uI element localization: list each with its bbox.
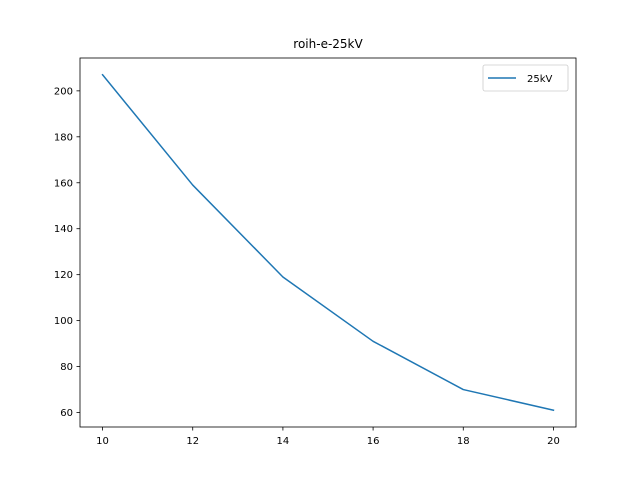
x-tick-label: 14 xyxy=(277,436,290,447)
x-tick-label: 16 xyxy=(367,436,380,447)
x-tick-label: 10 xyxy=(96,436,109,447)
y-tick-label: 120 xyxy=(54,270,73,281)
series-line-25kV xyxy=(101,73,555,412)
x-tick-label: 20 xyxy=(547,436,560,447)
legend-box xyxy=(482,64,569,92)
x-tick-label: 18 xyxy=(457,436,470,447)
y-tick-label: 80 xyxy=(60,362,73,373)
x-axis: 10 12 14 16 18 20 xyxy=(96,427,560,447)
y-tick-label: 180 xyxy=(54,132,73,143)
x-tick-label: 12 xyxy=(186,436,199,447)
axes-frame xyxy=(79,57,577,428)
legend: 25kV xyxy=(482,64,569,92)
legend-label: 25kV xyxy=(527,74,553,85)
y-axis: 60 80 100 120 140 160 180 200 xyxy=(54,86,80,419)
y-tick-label: 60 xyxy=(60,408,73,419)
chart-title: roih-e-25kV xyxy=(293,37,363,51)
y-tick-label: 140 xyxy=(54,224,73,235)
y-tick-label: 160 xyxy=(54,178,73,189)
y-tick-label: 100 xyxy=(54,316,73,327)
y-tick-label: 200 xyxy=(54,86,73,97)
series-layer xyxy=(101,73,555,412)
